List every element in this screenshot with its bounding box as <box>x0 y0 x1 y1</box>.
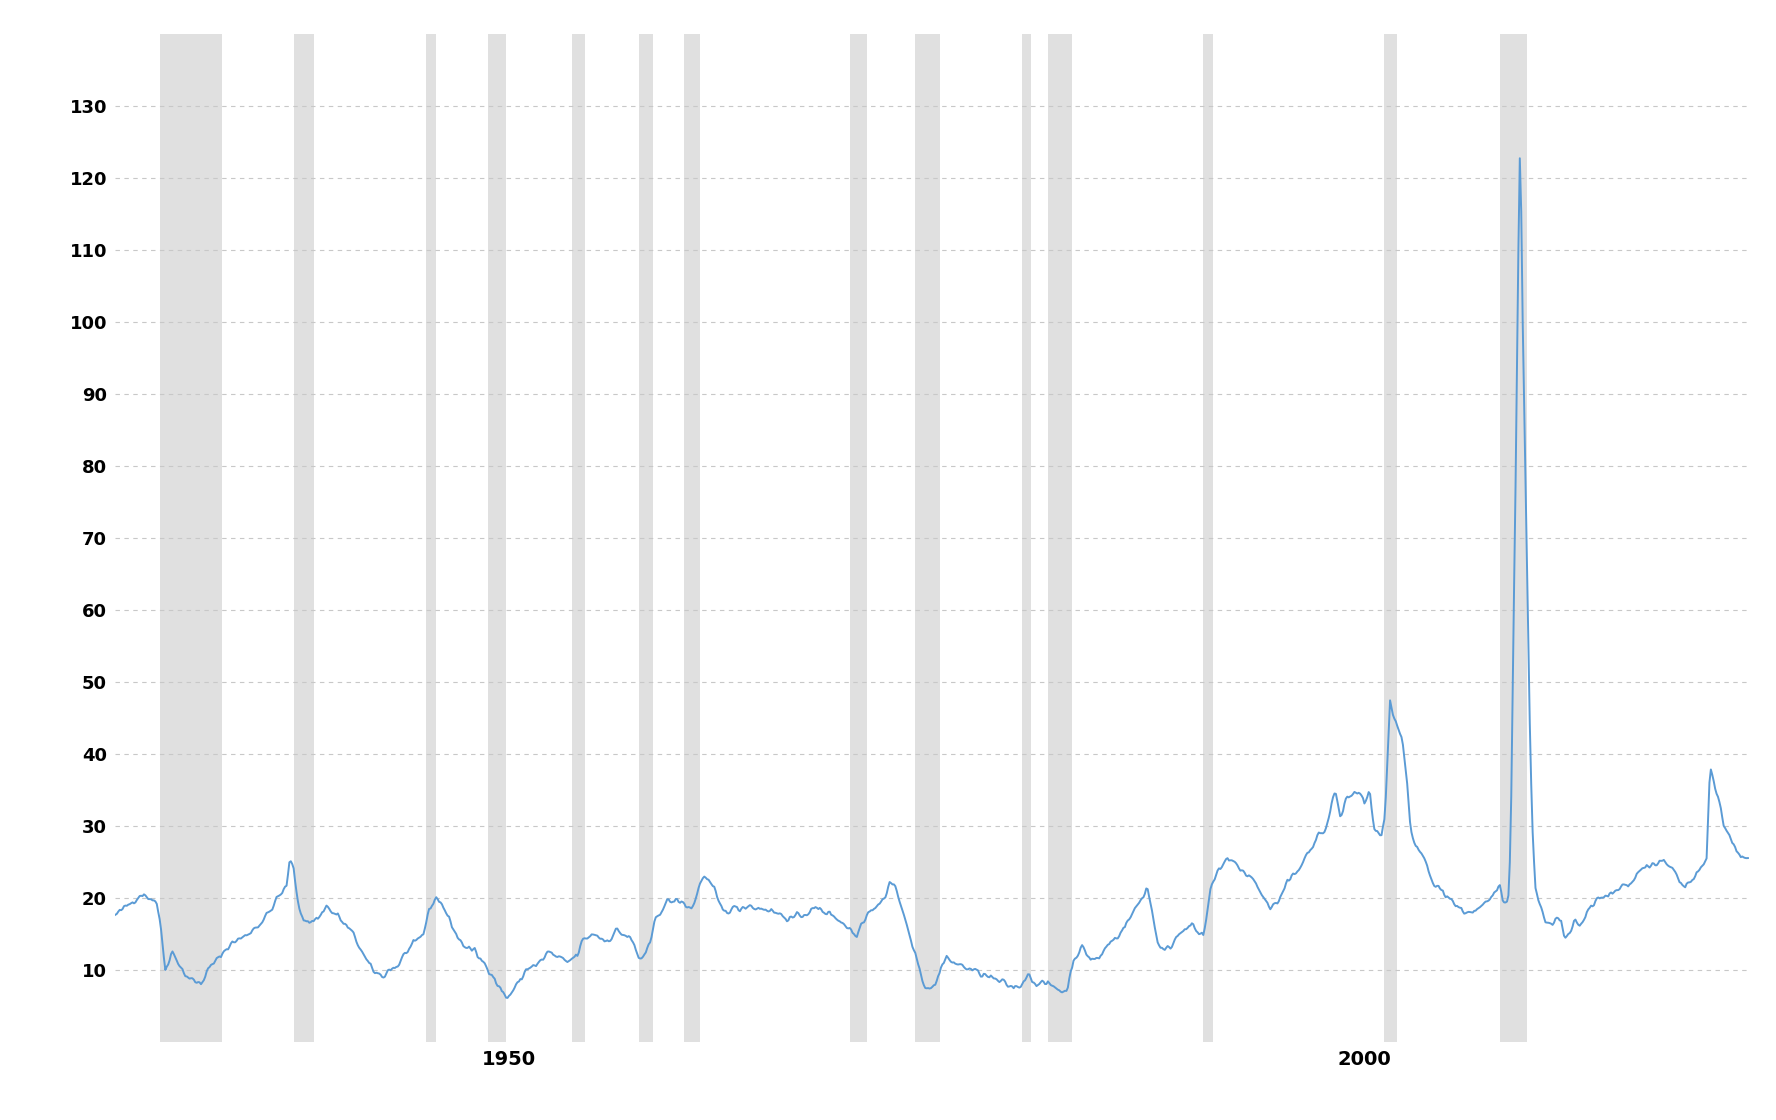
Bar <box>426 34 437 1042</box>
Bar <box>1501 34 1527 1042</box>
Bar <box>915 34 940 1042</box>
Bar <box>684 34 700 1042</box>
Bar <box>849 34 867 1042</box>
Bar <box>572 34 584 1042</box>
Bar <box>1202 34 1213 1042</box>
Bar <box>1385 34 1398 1042</box>
Bar <box>639 34 654 1042</box>
Bar <box>1023 34 1030 1042</box>
Bar <box>488 34 506 1042</box>
Bar <box>160 34 222 1042</box>
Bar <box>293 34 314 1042</box>
Bar <box>1048 34 1073 1042</box>
